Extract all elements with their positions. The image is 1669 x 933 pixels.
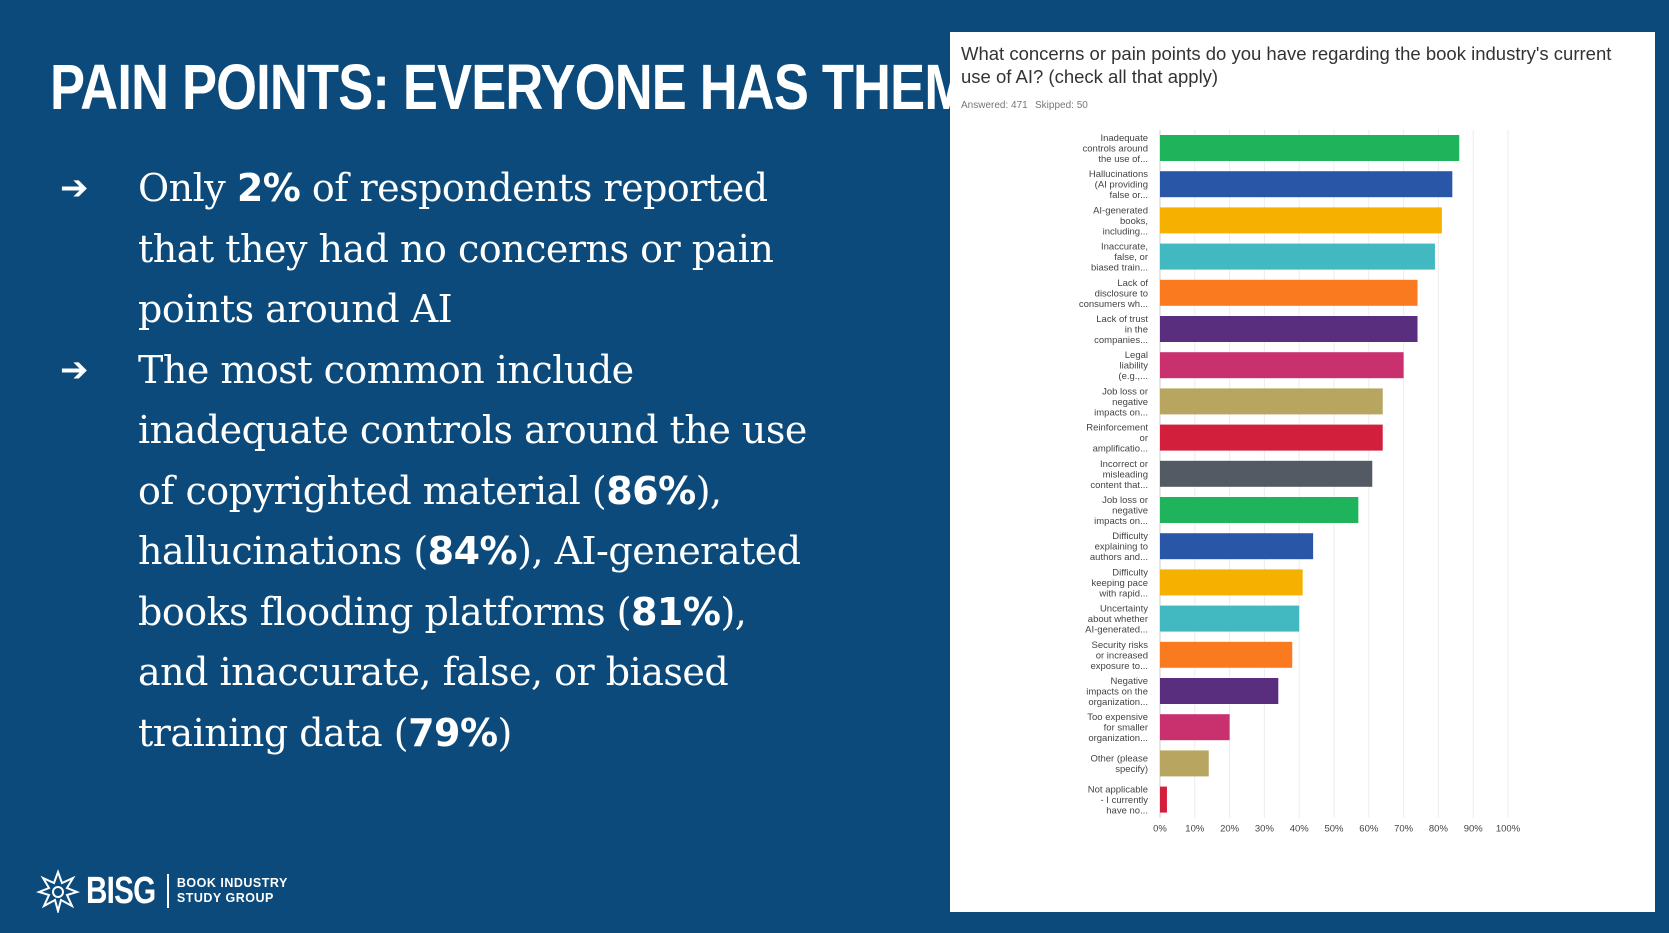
logo-subtitle-line1: BOOK INDUSTRY [176,876,288,890]
category-label: Difficulty keeping pace with rapid... [1091,567,1148,599]
logo-divider [166,874,169,908]
bullet-2-stat: 79% [408,710,498,755]
category-label: Security risks or increased exposure to... [1090,640,1148,672]
x-tick-label: 70% [1394,824,1414,835]
bar[interactable] [1160,388,1383,415]
category-label: Incorrect or misleading content that... [1090,459,1148,491]
logo-subtitle-line2: STUDY GROUP [176,891,274,905]
bar[interactable] [1160,714,1230,741]
bar[interactable] [1160,533,1314,560]
starburst-logo-icon [36,869,80,913]
bullet-1-text: of respondents reported that they had no… [138,166,774,331]
bullet-2-stat: 81% [630,589,721,634]
bullet-item-2: ➔ The most common include inadequate con… [60,340,820,764]
category-label: Lack of disclosure to consumers wh... [1079,278,1149,310]
bullet-1-stat: 2% [236,166,301,210]
category-label: Inaccurate, false, or biased train... [1091,242,1148,274]
arrow-icon: ➔ [60,168,89,208]
category-label: Job loss or negative impacts on... [1094,386,1148,418]
bullet-2-stat: 84% [427,529,518,573]
category-label: Uncertainty about whether AI-generated... [1085,604,1148,636]
bar[interactable] [1160,424,1383,451]
x-tick-label: 40% [1290,824,1310,835]
logo-wordmark: BISG [86,869,156,912]
x-tick-label: 50% [1324,824,1344,835]
x-tick-label: 0% [1153,824,1167,835]
survey-question: What concerns or pain points do you have… [961,43,1612,87]
slide-title: PAIN POINTS: EVERYONE HAS THEM [50,51,968,123]
category-label: Reinforcement or amplificatio... [1086,423,1148,455]
logo-subtitle: BOOK INDUSTRY STUDY GROUP [177,876,288,906]
survey-chart-card: What concerns or pain points do you have… [950,32,1655,912]
bar[interactable] [1160,786,1167,813]
bullet-2-text: ), hallucinations ( [138,468,722,574]
bar-chart: 0% 10% 20% 30% 40% 50% 60% 70% 80% 90% 100% Inadequ… [1079,129,1521,835]
bar[interactable] [1160,605,1300,632]
x-tick-label: 60% [1359,824,1379,835]
bar[interactable] [1160,352,1404,379]
category-label: Job loss or negative impacts on... [1094,495,1148,527]
bar[interactable] [1160,678,1279,704]
arrow-icon: ➔ [60,349,89,390]
bullet-2-text: ) [497,710,513,755]
skipped-count: Skipped: 50 [1035,100,1088,111]
category-label: Too expensive for smaller organization... [1087,712,1148,744]
bullet-item-1: ➔ Only 2% of respondents reported that t… [60,158,820,340]
category-label: AI-generated books, including... [1093,205,1148,237]
bar[interactable] [1160,135,1460,161]
bar[interactable] [1160,497,1359,523]
x-tick-label: 20% [1220,824,1240,835]
bullet-2-text: ), AI-generated books flooding platforms… [138,529,801,634]
bar[interactable] [1160,316,1418,342]
bar[interactable] [1160,279,1418,306]
x-tick-label: 90% [1464,824,1484,835]
bar[interactable] [1160,750,1209,777]
category-label: Hallucinations (AI providing false or... [1089,169,1148,201]
category-label: Not applicable - I currently have no... [1088,785,1148,817]
category-label: Inadequate controls around the use of... [1083,133,1148,165]
category-label: Difficulty explaining to authors and... [1090,531,1148,563]
category-label: Legal liability (e.g.,... [1118,350,1148,382]
x-tick-label: 100% [1496,824,1521,835]
bisg-logo: BISG BOOK INDUSTRY STUDY GROUP [36,866,288,916]
x-tick-label: 80% [1429,824,1449,835]
bullet-2-text: ), and inaccurate, false, or biased trai… [138,589,747,755]
x-tick-label: 10% [1185,824,1205,835]
bar[interactable] [1160,243,1435,270]
bar[interactable] [1160,569,1303,596]
category-label: Other (please specify) [1090,754,1148,776]
bullet-list: ➔ Only 2% of respondents reported that t… [60,158,820,763]
answered-count: Answered: 471 [961,100,1028,111]
bar[interactable] [1160,641,1293,668]
bar[interactable] [1160,207,1442,234]
x-tick-label: 30% [1255,824,1275,835]
bullet-2-text: The most common include inadequate contr… [138,347,807,513]
category-label: Lack of trust in the companies... [1094,314,1148,346]
bar[interactable] [1160,171,1453,198]
bar[interactable] [1160,460,1373,487]
bullet-2-stat: 86% [606,468,696,513]
bullet-1-text: Only [138,166,237,210]
category-label: Negative impacts on the organization... [1086,676,1148,708]
